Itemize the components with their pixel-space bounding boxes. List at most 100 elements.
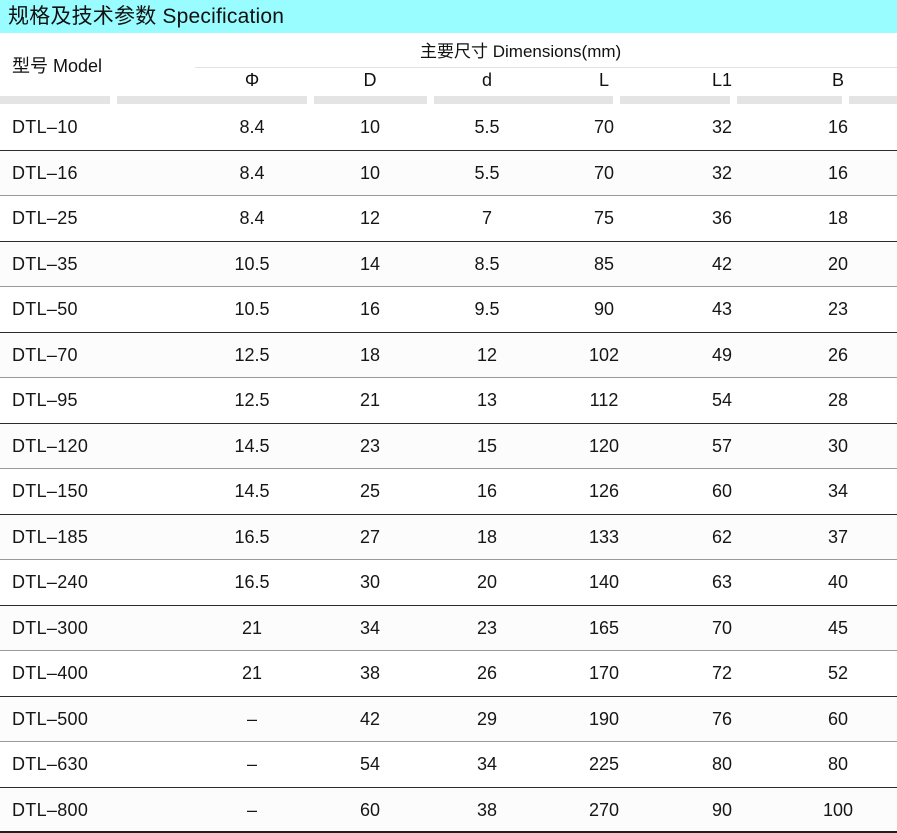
cell-phi: 10.5 [234,299,270,319]
table-row: DTL–300 21 34 23 165 70 45 [0,605,897,651]
cell-B: 23 [827,299,849,319]
header-underline-segment-5 [737,96,842,104]
table-row: DTL–25 8.4 12 7 75 36 18 [0,196,897,242]
cell-B: 80 [827,754,849,774]
cell-d: 18 [476,526,498,547]
column-header-L1: L1 [711,70,733,90]
cell-model: DTL–10 [12,117,78,137]
table-row: DTL–800 – 60 38 270 90 100 [0,787,897,833]
cell-L: 190 [588,708,620,729]
cell-model: DTL–630 [12,754,89,774]
cell-d: 34 [476,754,498,774]
cell-d: 20 [476,572,498,592]
cell-model: DTL–300 [12,617,89,638]
header-underline-segment-2 [314,96,427,104]
cell-model: DTL–500 [12,708,89,729]
table-row: DTL–630 – 54 34 225 80 80 [0,742,897,788]
table-row: DTL–400 21 38 26 170 72 52 [0,651,897,697]
column-header-model: 型号 Model [12,56,103,76]
cell-B: 34 [827,481,849,501]
row-separator [0,650,897,651]
column-header-L: L [598,70,610,90]
cell-d: 38 [476,799,498,820]
row-separator [0,741,897,742]
table-row: DTL–16 8.4 10 5.5 70 32 16 [0,150,897,196]
cell-L1: 90 [711,799,733,820]
cell-B: 40 [827,572,849,592]
cell-d: 13 [476,390,498,410]
cell-model: DTL–70 [12,344,78,365]
cell-L: 70 [593,117,615,137]
cell-D: 14 [359,253,381,274]
cell-model: DTL–50 [12,299,78,319]
cell-L: 126 [588,481,620,501]
table-row: DTL–50 10.5 16 9.5 90 43 23 [0,287,897,333]
cell-phi: 21 [241,617,263,638]
cell-L1: 80 [711,754,733,774]
column-header-phi: Φ [244,70,260,90]
cell-L: 270 [588,799,620,820]
row-separator [0,195,897,196]
cell-L: 225 [588,754,620,774]
cell-B: 37 [827,526,849,547]
cell-D: 25 [359,481,381,501]
table-row: DTL–150 14.5 25 16 126 60 34 [0,469,897,515]
cell-L1: 49 [711,344,733,365]
table-row: DTL–185 16.5 27 18 133 62 37 [0,514,897,560]
cell-L1: 63 [711,572,733,592]
cell-phi: 14.5 [234,481,270,501]
row-separator [0,559,897,560]
cell-d: 5.5 [474,117,500,137]
cell-L1: 43 [711,299,733,319]
cell-model: DTL–240 [12,572,89,592]
cell-phi: 21 [241,663,263,683]
cell-D: 42 [359,708,381,729]
cell-D: 30 [359,572,381,592]
dimensions-group-rule [195,67,897,68]
cell-L: 70 [593,162,615,183]
cell-D: 12 [359,208,381,228]
cell-model: DTL–400 [12,663,89,683]
cell-L: 170 [588,663,620,683]
cell-L: 112 [589,390,619,410]
cell-L1: 32 [711,117,733,137]
row-separator [0,604,897,606]
cell-B: 16 [827,162,849,183]
cell-d: 29 [476,708,498,729]
column-header-D: D [363,70,377,90]
cell-d: 26 [476,663,498,683]
cell-model: DTL–25 [12,208,78,228]
cell-L: 90 [593,299,615,319]
row-separator [0,240,897,242]
cell-model: DTL–185 [12,526,89,547]
table-row: DTL–95 12.5 21 13 112 54 28 [0,378,897,424]
cell-B: 26 [827,344,849,365]
table-row: DTL–240 16.5 30 20 140 63 40 [0,560,897,606]
cell-model: DTL–16 [12,162,78,183]
header-underline-segment-3 [434,96,613,104]
column-header-d: d [481,70,493,90]
cell-phi: 16.5 [234,572,270,592]
cell-L1: 60 [711,481,733,501]
cell-B: 52 [827,663,849,683]
cell-L1: 76 [711,708,733,729]
row-separator [0,149,897,151]
cell-d: 15 [476,435,498,456]
header-underline-segment-4 [620,96,730,104]
cell-phi: 12.5 [234,390,270,410]
row-separator [0,786,897,788]
cell-D: 10 [359,162,381,183]
cell-L: 133 [588,526,620,547]
cell-L: 85 [593,253,615,274]
row-separator [0,513,897,515]
specification-table-body: DTL–10 8.4 10 5.5 70 32 16 DTL–16 8.4 10 5.5 70 32 16… [0,105,897,833]
row-separator [0,695,897,697]
cell-L: 102 [588,344,620,365]
header-underline-segment-6 [849,96,897,104]
cell-L1: 57 [711,435,733,456]
cell-L1: 36 [711,208,733,228]
cell-phi: 8.4 [239,117,265,137]
cell-D: 18 [359,344,381,365]
